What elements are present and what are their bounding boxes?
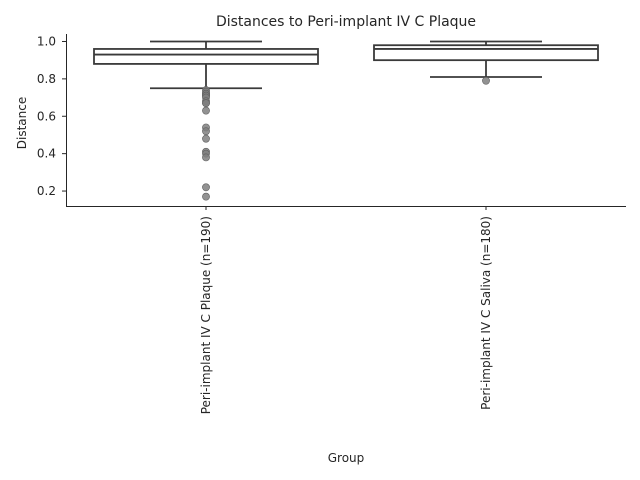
x-tick-label: Peri-implant IV C Saliva (n=180): [479, 216, 493, 410]
plot-area: [93, 40, 599, 201]
y-tick-label: 0.6: [37, 109, 56, 123]
y-tick-label: 0.2: [37, 184, 56, 198]
outlier-point: [482, 76, 490, 85]
chart-title: Distances to Peri-implant IV C Plaque: [216, 14, 476, 30]
x-tick-label: Peri-implant IV C Plaque (n=190): [199, 216, 213, 414]
y-axis-label: Distance: [15, 97, 29, 149]
box-group-1: [93, 40, 319, 201]
iqr-box: [93, 48, 319, 65]
y-tick-label: 0.4: [37, 147, 56, 161]
outlier-point: [202, 106, 210, 115]
x-axis-label: Group: [328, 451, 365, 465]
outlier-point: [202, 99, 210, 108]
y-tick-label: 1.0: [37, 34, 56, 48]
y-tick-label: 0.8: [37, 72, 56, 86]
outlier-point: [202, 192, 210, 201]
iqr-box: [373, 44, 599, 62]
outlier-point: [202, 134, 210, 143]
outlier-point: [202, 127, 210, 136]
outlier-point: [202, 153, 210, 162]
box-group-2: [373, 40, 599, 85]
outlier-point: [202, 183, 210, 192]
